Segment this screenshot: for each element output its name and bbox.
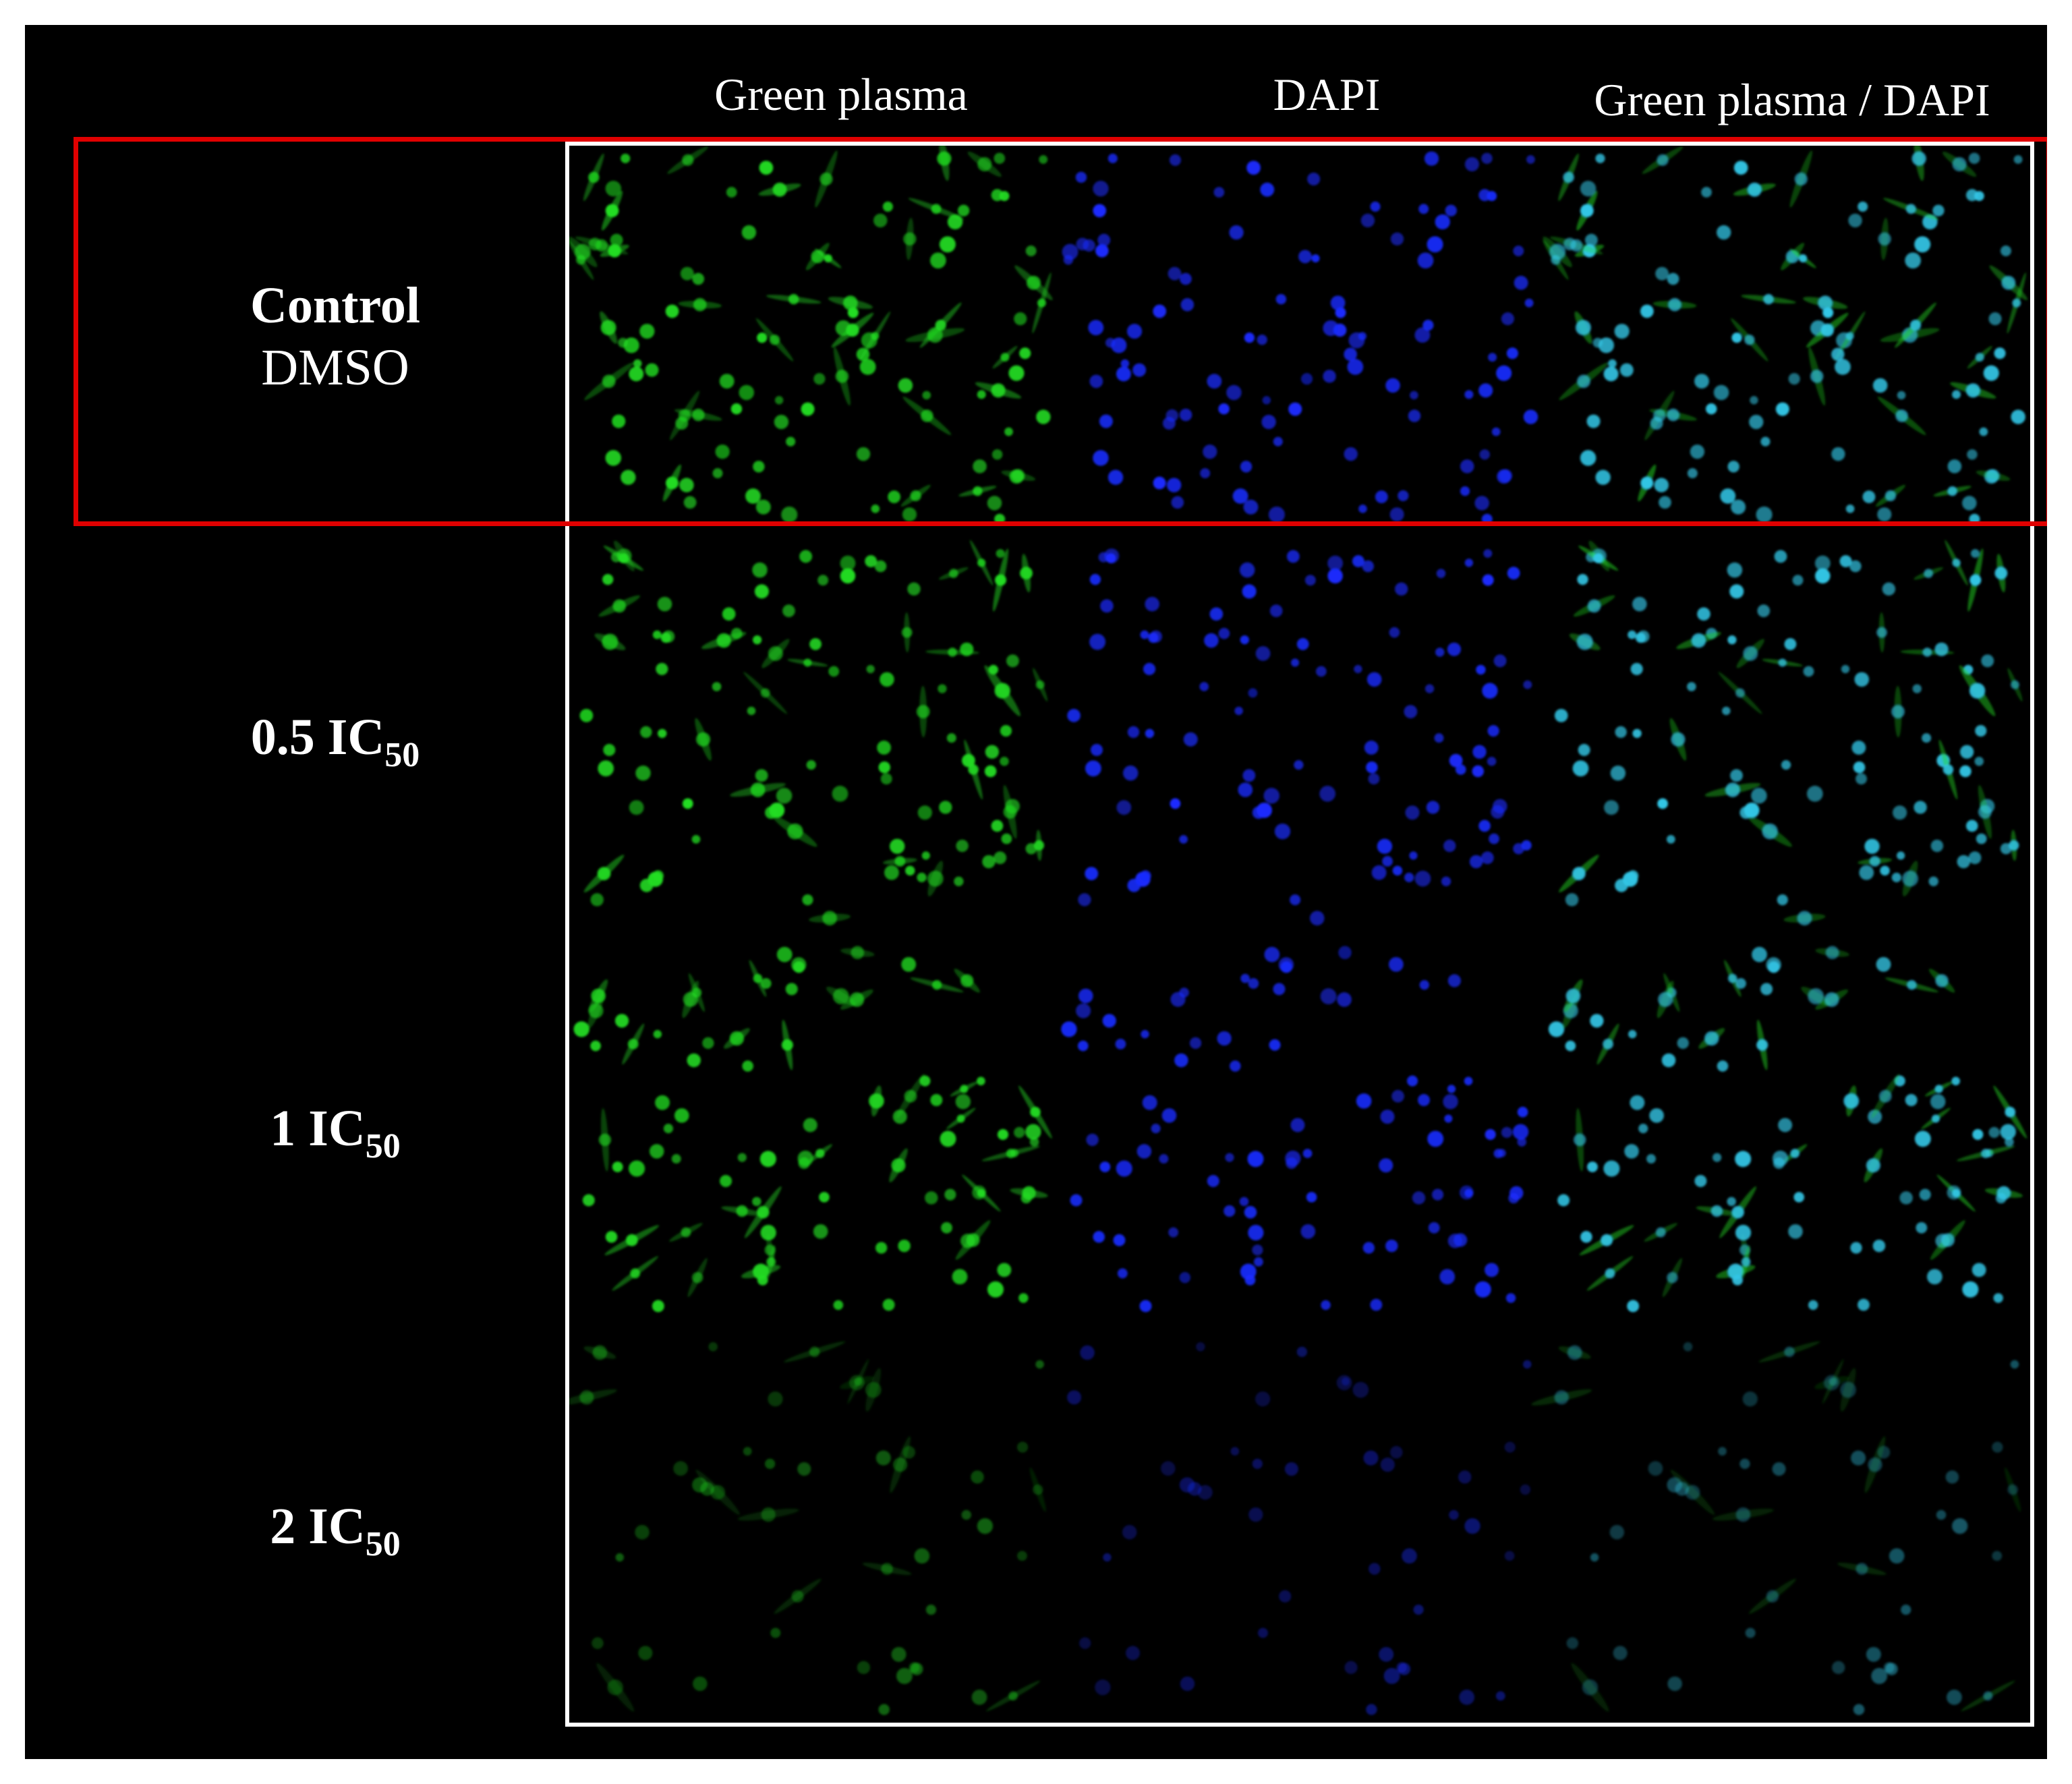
column-header-merge: Green plasma / DAPI [1594,74,1990,125]
micrograph-panel [1061,946,1529,1313]
micrograph-panel-grid [569,145,2031,1727]
row-title-0-5-ic: 0.5 IC [250,709,385,766]
row-subscript-50: 50 [365,1525,401,1563]
row-title-2-ic: 2 IC [270,1498,366,1555]
column-header-dapi: DAPI [1273,68,1381,120]
micrograph-panel [569,1341,1046,1715]
micrograph-panel [569,145,1053,525]
row-label-1-ic50: 1 IC50 [126,1097,544,1164]
row-subscript-50: 50 [384,736,420,774]
micrograph-panel [1531,1341,2021,1715]
row-label-0-5-ic50: 0.5 IC50 [126,706,544,773]
row-subtitle-dmso: DMSO [261,339,409,396]
row-label-control: Control DMSO [126,275,544,399]
micrograph-panel [1554,540,2023,926]
micrograph-panel [573,946,1052,1313]
micrograph-panel [1067,548,1532,926]
micrograph-figure: Green plasma DAPI Green plasma / DAPI Co… [25,25,2047,1759]
micrograph-panel [1066,1342,1532,1715]
fluorescence-micrographs [569,145,2028,1715]
row-subscript-50: 50 [365,1127,401,1166]
row-title-1-ic: 1 IC [270,1100,366,1157]
micrograph-panel [579,540,1048,926]
micrograph-panel [1543,145,2028,525]
micrograph-panel [1548,946,2027,1313]
row-title-control: Control [250,277,420,334]
row-label-2-ic50: 2 IC50 [126,1495,544,1562]
micrograph-panel [1062,151,1538,525]
column-header-green-plasma: Green plasma [714,68,968,120]
